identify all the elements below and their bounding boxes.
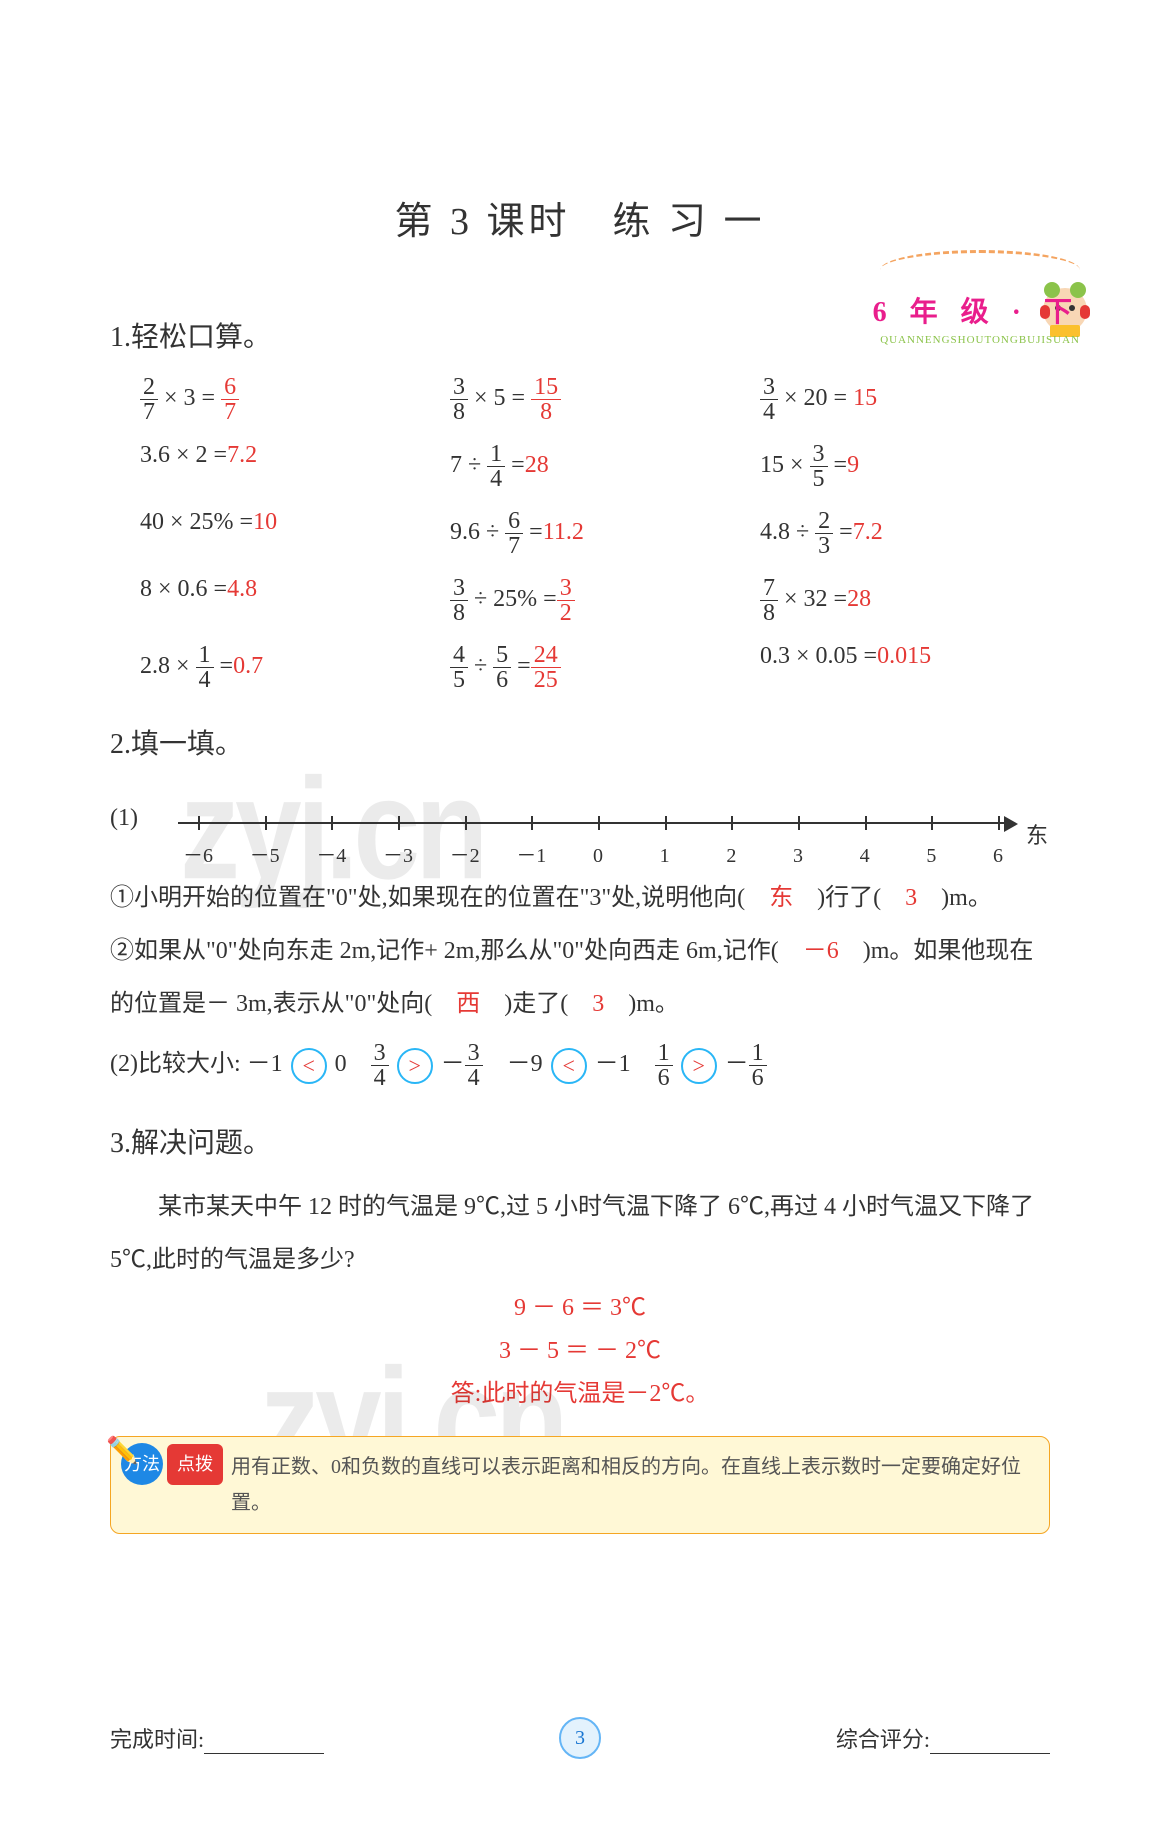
calc-item: 27 × 3 = 67 [140,375,430,424]
pinyin-subtitle: QUANNENGSHOUTONGBUJISUAN [873,334,1080,346]
grade-label: 6 年 级 · 下 [873,290,1080,330]
tick [731,816,733,830]
question-2: ②如果从"0"处向东走 2m,记作+ 2m,那么从"0"处向西走 6m,记作( … [110,925,1050,1031]
question-1: ①小明开始的位置在"0"处,如果现在的位置在"3"处,说明他向( 东 )行了( … [110,872,1050,925]
tick [198,816,200,830]
page-number: 3 [559,1717,601,1759]
blank-line[interactable] [930,1753,1050,1754]
section3-heading: 3.解决问题。 [110,1121,1050,1161]
tick-label: －6 [183,834,213,878]
lesson-title: 第 3 课时 练 习 一 [0,190,1160,245]
calc-item: 15 × 35 =9 [760,442,1050,491]
section2-heading: 2.填一填。 [110,722,1050,762]
tick [465,816,467,830]
calc-item: 38 × 5 = 158 [450,375,740,424]
tip-badge: ✏️ 方法 点拨 [121,1443,223,1485]
tick-label: 6 [993,834,1003,878]
arrow-icon [1004,816,1018,832]
page-content: 1.轻松口算。 27 × 3 = 6738 × 5 = 15834 × 20 =… [0,245,1160,1534]
score: 综合评分: [836,1722,1050,1754]
tick-label: 4 [860,834,870,878]
page-header: 6 年 级 · 下 QUANNENGSHOUTONGBUJISUAN [873,290,1080,346]
tick [531,816,533,830]
tick [998,816,1000,830]
tick-label: －2 [450,834,480,878]
axis-line [178,822,1008,824]
tick-label: －4 [316,834,346,878]
tick-label: 5 [926,834,936,878]
tick-label: －5 [250,834,280,878]
tick [598,816,600,830]
calc-item: 8 × 0.6 =4.8 [140,576,430,625]
tick-label: 1 [660,834,670,878]
fill-section: (1) 东 －6－5－4－3－2－10123456 ①小明开始的位置在"0"处,… [110,782,1050,1091]
calculation-grid: 27 × 3 = 67 38 × 5 = 158 34 × 20 = 15 3.6 ×… [110,375,1050,692]
east-label: 东 [1026,812,1048,860]
calc-item: 34 × 20 = 15 [760,375,1050,424]
footer-right-label: 综合评分: [836,1727,930,1752]
calc-item: 9.6 ÷ 67 =11.2 [450,509,740,558]
tick-label: 3 [793,834,803,878]
completion-time: 完成时间: [110,1722,324,1754]
calc-item: 7 ÷ 14 =28 [450,442,740,491]
dianbo-badge: 点拨 [167,1444,223,1484]
tip-box: ✏️ 方法 点拨 用有正数、0和负数的直线可以表示距离和相反的方向。在直线上表示… [110,1436,1050,1534]
footer-left-label: 完成时间: [110,1727,204,1752]
pencil-icon: ✏️ [106,1428,138,1475]
calc-item: 4.8 ÷ 23 =7.2 [760,509,1050,558]
calc-item: 45 ÷ 56 =2425 [450,643,740,692]
calc-item: 40 × 25% =10 [140,509,430,558]
solution-block: 9 － 6 ＝ 3℃3 － 5 ＝ － 2℃答:此时的气温是－2℃。 [110,1287,1050,1417]
compare-row: (2)比较大小: －1 < 0 34 > －34 －9 < －1 16 > －1… [110,1038,1050,1091]
tip-text: 用有正数、0和负数的直线可以表示距离和相反的方向。在直线上表示数时一定要确定好位… [231,1456,1021,1514]
calc-item: 38 ÷ 25% =32 [450,576,740,625]
tick [865,816,867,830]
blank-line[interactable] [204,1753,324,1754]
number-line: 东 －6－5－4－3－2－10123456 [178,802,1028,862]
calc-item: 78 × 32 =28 [760,576,1050,625]
q1-prefix: (1) [110,792,138,845]
tick-label: －3 [383,834,413,878]
tick [665,816,667,830]
page-footer: 完成时间: 3 综合评分: [110,1722,1050,1754]
tick [398,816,400,830]
calc-item: 2.8 × 14 =0.7 [140,643,430,692]
tick [931,816,933,830]
tick-label: －1 [516,834,546,878]
tick [798,816,800,830]
tick [265,816,267,830]
calc-item: 0.3 × 0.05 =0.015 [760,643,1050,692]
tick-label: 2 [726,834,736,878]
tick [331,816,333,830]
calc-item: 3.6 × 2 =7.2 [140,442,430,491]
problem-text: 某市某天中午 12 时的气温是 9℃,过 5 小时气温下降了 6℃,再过 4 小… [110,1181,1050,1287]
tick-label: 0 [593,834,603,878]
